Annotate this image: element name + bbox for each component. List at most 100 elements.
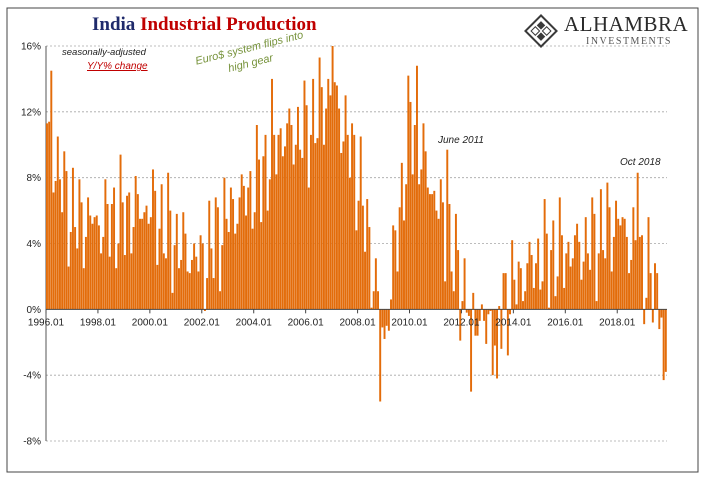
bar (342, 141, 345, 310)
bar (428, 194, 431, 310)
bar (541, 281, 544, 310)
bar (496, 309, 499, 379)
bar (115, 268, 118, 310)
bar (658, 309, 661, 330)
bar (214, 197, 217, 310)
bar (208, 200, 211, 310)
bar (472, 292, 475, 310)
bar (370, 307, 373, 310)
bar (487, 309, 490, 315)
bar (348, 177, 351, 310)
bar (162, 253, 165, 310)
bar (645, 297, 648, 310)
bar (470, 309, 473, 392)
bar (580, 279, 583, 310)
bar (180, 259, 183, 310)
bar (418, 184, 421, 310)
bar (439, 179, 442, 310)
bar (154, 190, 157, 310)
bar (537, 238, 540, 310)
bar (454, 213, 457, 310)
bar (199, 235, 202, 310)
bar (643, 309, 646, 325)
bar (608, 207, 611, 310)
bar (547, 307, 550, 310)
bar (556, 276, 559, 310)
y-tick-label: 16% (21, 42, 41, 53)
bar (431, 194, 434, 310)
bar (223, 177, 226, 310)
bar (130, 253, 133, 310)
diamond-logo-icon (524, 14, 558, 48)
bar (660, 309, 663, 318)
bar (121, 202, 124, 310)
bar (619, 225, 622, 310)
bar (405, 184, 408, 310)
bar (593, 213, 596, 310)
bar (543, 199, 546, 310)
bar (552, 220, 555, 310)
y-tick-label: -4% (23, 371, 41, 382)
bar (169, 210, 172, 310)
bar (156, 264, 159, 310)
outer-border (6, 7, 699, 473)
bar (390, 299, 392, 310)
bar (97, 225, 100, 310)
bar (372, 291, 375, 310)
bar (271, 78, 273, 310)
bar (325, 108, 328, 310)
bar (528, 241, 531, 310)
bar (578, 241, 581, 310)
bar (606, 182, 609, 310)
bar (227, 231, 230, 310)
bar (186, 271, 189, 310)
bar (307, 187, 310, 310)
bar (491, 309, 494, 376)
bar (656, 273, 659, 310)
y-tick-label: -8% (23, 437, 41, 448)
bar (229, 187, 232, 310)
bar (149, 217, 152, 310)
bar (108, 256, 111, 310)
chart-title: India Industrial Production (92, 14, 317, 36)
x-tick-label: 2008.01 (340, 317, 377, 328)
bar (651, 309, 654, 323)
bar (597, 253, 600, 310)
bar (206, 278, 209, 310)
bar (461, 301, 464, 310)
bar (480, 304, 483, 310)
bar (260, 222, 263, 310)
bar (344, 95, 347, 310)
bar (251, 228, 254, 310)
bar (100, 253, 103, 310)
bar (290, 125, 293, 310)
bar (463, 258, 466, 310)
bar (177, 268, 180, 310)
bar (649, 273, 652, 310)
bar (184, 233, 187, 310)
bar (234, 233, 237, 310)
bar (245, 215, 248, 310)
bar (517, 261, 520, 310)
bar (71, 167, 74, 310)
bar (314, 143, 317, 310)
bar (444, 281, 447, 310)
bar (379, 309, 382, 402)
bar (623, 218, 626, 310)
x-tick-label: 2004.01 (236, 317, 273, 328)
bar (301, 157, 304, 310)
bar (48, 121, 51, 310)
bar (478, 309, 481, 321)
bar (65, 171, 68, 310)
bar (76, 248, 79, 310)
bar (158, 228, 161, 310)
bar (225, 218, 228, 310)
bar (368, 227, 371, 310)
bar (589, 269, 592, 310)
bar (219, 291, 222, 310)
bar (377, 291, 380, 310)
bar (141, 218, 144, 310)
bar (511, 240, 514, 310)
